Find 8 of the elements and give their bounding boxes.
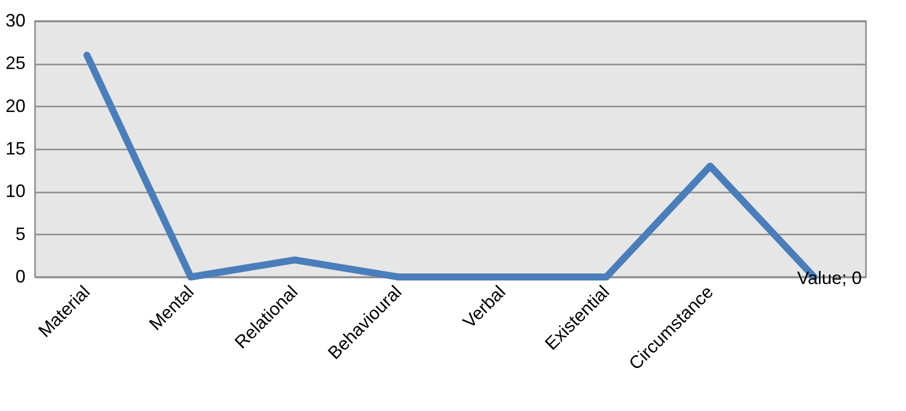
y-tick-label: 10 — [5, 181, 26, 202]
y-tick-label: 15 — [5, 138, 26, 158]
y-tick-label: 0 — [15, 266, 26, 286]
y-tick-label: 5 — [15, 224, 26, 244]
y-tick-label: 25 — [5, 53, 26, 74]
y-tick-label: 20 — [5, 96, 26, 116]
data-label: Value; 0 — [797, 268, 862, 288]
y-tick-label: 30 — [5, 10, 26, 30]
